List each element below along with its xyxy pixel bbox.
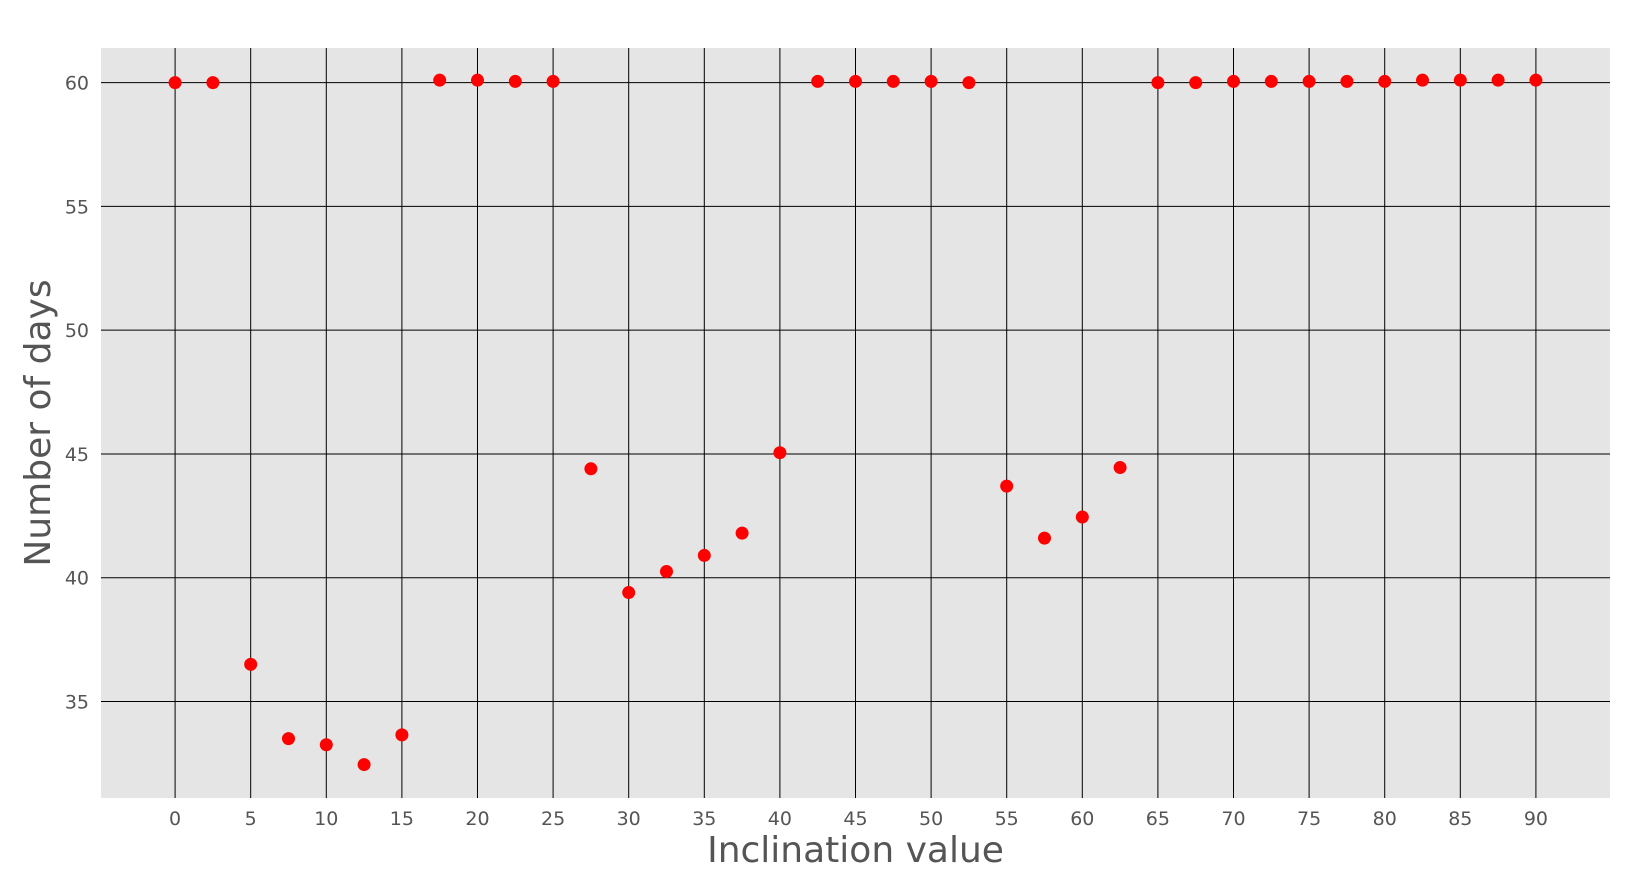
data-point: [281, 732, 295, 746]
x-axis-label: Inclination value: [707, 830, 1004, 871]
x-tick-label: 20: [465, 808, 489, 830]
data-point: [1378, 74, 1392, 88]
data-point: [584, 462, 598, 476]
y-tick-label: 55: [65, 196, 89, 218]
data-point: [1000, 479, 1014, 493]
data-point: [962, 76, 976, 90]
x-tick-label: 30: [617, 808, 641, 830]
data-point: [1453, 73, 1467, 87]
data-point: [924, 74, 938, 88]
x-tick-label: 5: [245, 808, 257, 830]
x-tick-label: 85: [1448, 808, 1472, 830]
x-tick-labels: 0 5 10 15 20 25 30 35 40 45 50 55 60 65 70 75 80 85 90: [169, 808, 1548, 830]
x-tick-label: 80: [1373, 808, 1397, 830]
x-tick-label: 35: [692, 808, 716, 830]
x-tick-label: 15: [390, 808, 414, 830]
x-tick-label: 55: [995, 808, 1019, 830]
y-tick-labels: 35 40 45 50 55 60: [65, 73, 89, 714]
data-point: [1416, 73, 1430, 87]
data-point: [433, 73, 447, 87]
x-tick-label: 60: [1070, 808, 1094, 830]
y-tick-label: 35: [65, 691, 89, 713]
data-point: [1189, 76, 1203, 90]
data-point: [1491, 73, 1505, 87]
data-point: [1302, 74, 1316, 88]
y-axis-label: Number of days: [18, 279, 59, 566]
data-point: [849, 74, 862, 88]
x-tick-label: 40: [768, 808, 792, 830]
x-tick-label: 90: [1524, 808, 1548, 830]
x-tick-label: 0: [169, 808, 181, 830]
data-point: [1113, 461, 1127, 475]
data-point: [773, 446, 787, 460]
grid-lines: [101, 48, 1610, 798]
data-point: [697, 548, 711, 562]
data-point: [735, 526, 749, 540]
data-point: [1529, 73, 1543, 87]
data-point: [622, 586, 636, 600]
data-point: [546, 74, 560, 88]
x-tick-label: 10: [314, 808, 338, 830]
y-tick-label: 45: [65, 444, 89, 466]
data-point: [1038, 531, 1052, 545]
x-tick-label: 50: [919, 808, 943, 830]
data-point: [1340, 74, 1354, 88]
data-point: [319, 738, 333, 752]
x-tick-label: 75: [1297, 808, 1321, 830]
data-point: [886, 74, 900, 88]
data-point: [357, 758, 371, 772]
data-point: [659, 565, 673, 579]
data-point: [168, 76, 182, 90]
data-points: [168, 73, 1543, 772]
data-point: [1151, 76, 1165, 90]
data-point: [1264, 74, 1278, 88]
y-tick-label: 60: [65, 73, 89, 95]
x-tick-label: 45: [843, 808, 867, 830]
data-point: [508, 74, 522, 88]
x-tick-label: 65: [1146, 808, 1170, 830]
data-point: [206, 76, 220, 90]
data-point: [244, 657, 258, 671]
data-point: [470, 73, 484, 87]
x-tick-label: 25: [541, 808, 565, 830]
y-tick-label: 40: [65, 568, 89, 590]
x-tick-label: 70: [1221, 808, 1245, 830]
y-tick-label: 50: [65, 320, 89, 342]
data-point: [811, 74, 825, 88]
data-point: [1075, 510, 1089, 524]
data-point: [1227, 74, 1241, 88]
data-point: [395, 728, 409, 742]
